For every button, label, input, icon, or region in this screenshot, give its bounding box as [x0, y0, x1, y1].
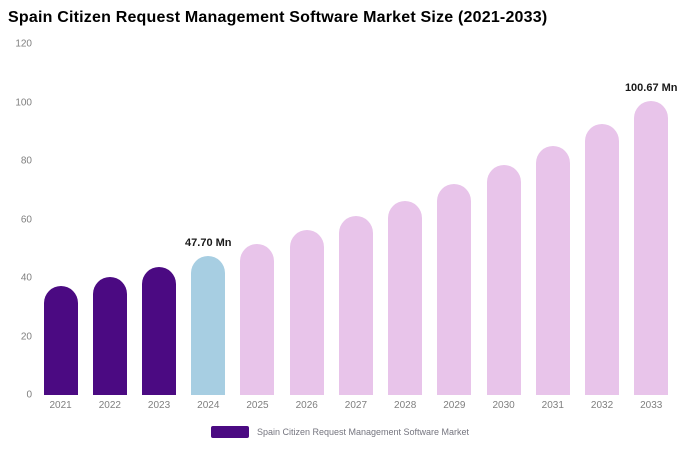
chart-title: Spain Citizen Request Management Softwar… — [8, 9, 548, 26]
x-tick-label: 2023 — [147, 400, 171, 411]
legend-swatch — [210, 426, 249, 438]
bar-2026 — [289, 230, 324, 395]
x-tick-label: 2022 — [98, 400, 121, 411]
x-tick-label: 2026 — [295, 400, 318, 411]
x-tick-label: 2029 — [443, 400, 466, 411]
y-tick-label: 100 — [15, 97, 32, 108]
plot-area: 47.70 Mn 100.67 Mn — [36, 44, 678, 395]
bar-column-2027 — [338, 44, 373, 395]
bar-column-2025 — [240, 44, 275, 395]
bar-2030 — [486, 165, 521, 395]
y-tick-label: 120 — [15, 38, 32, 50]
x-tick-label: 2033 — [640, 400, 663, 411]
bar-2033 — [634, 100, 669, 395]
bar-column-2031 — [535, 44, 570, 395]
bar-column-2029 — [437, 44, 472, 395]
x-tick-label: 2021 — [49, 400, 72, 411]
bar-2022 — [92, 276, 127, 395]
bar-2023 — [142, 266, 177, 395]
bar-column-2023 — [142, 44, 177, 395]
bar-column-2022 — [92, 44, 127, 395]
x-tick-label: 2028 — [394, 400, 417, 411]
y-axis: 0 20 40 60 80 100 120 — [6, 39, 32, 401]
bar-column-2032 — [585, 44, 620, 395]
bar-column-2028 — [388, 44, 423, 395]
bar-2025 — [240, 243, 275, 395]
y-tick-label: 60 — [20, 214, 32, 225]
x-tick-label: 2030 — [492, 400, 515, 411]
bar-2028 — [388, 200, 423, 395]
bar-2031 — [535, 145, 570, 395]
x-tick-label: 2027 — [344, 400, 368, 411]
y-tick-label: 20 — [20, 331, 32, 342]
x-tick-label: 2031 — [541, 400, 564, 411]
bar-2032 — [585, 123, 620, 395]
bar-2024 — [191, 255, 226, 395]
y-tick-label: 80 — [20, 155, 32, 167]
y-tick-label: 0 — [26, 389, 32, 401]
bar-2021 — [43, 286, 78, 395]
bar-column-2033: 100.67 Mn — [625, 44, 678, 395]
bar-column-2024: 47.70 Mn — [185, 44, 232, 395]
legend: Spain Citizen Request Management Softwar… — [0, 426, 680, 438]
y-tick-label: 40 — [20, 272, 32, 284]
legend-label: Spain Citizen Request Management Softwar… — [256, 427, 470, 437]
x-tick-label: 2025 — [246, 400, 269, 411]
x-tick-label: 2024 — [197, 400, 220, 411]
bar-column-2030 — [486, 44, 521, 395]
bar-value-label: 47.70 Mn — [185, 236, 232, 249]
x-tick-label: 2032 — [590, 400, 614, 411]
x-axis: 2021 2022 2023 2024 2025 2026 2027 2028 2029 2030… — [36, 400, 676, 411]
bar-2027 — [338, 216, 373, 395]
bar-column-2026 — [289, 44, 324, 395]
bar-2029 — [437, 183, 472, 395]
bar-column-2021 — [43, 44, 78, 395]
bar-value-label: 100.67 Mn — [624, 81, 678, 94]
